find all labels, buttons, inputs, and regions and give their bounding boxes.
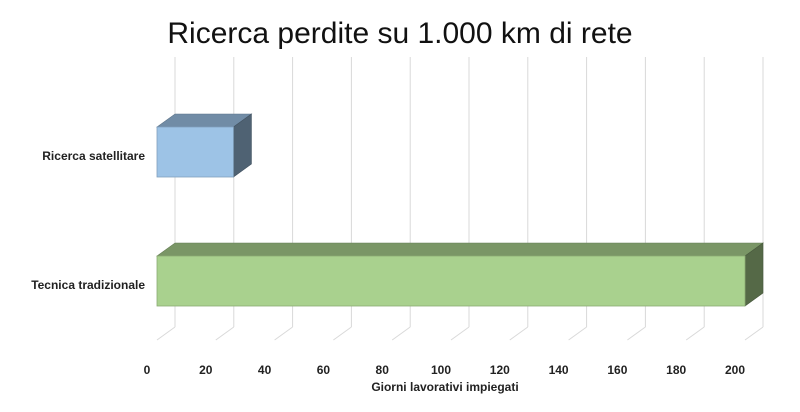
x-tick-160: 160 [607, 363, 627, 377]
gridline-floor-160 [627, 326, 646, 341]
category-labels: Ricerca satellitare Tecnica tradizionale [31, 149, 145, 292]
bar-top-1 [156, 242, 764, 257]
x-tick-200: 200 [725, 363, 745, 377]
bar-front-0 [156, 126, 234, 178]
gridline-floor-180 [685, 326, 705, 341]
x-tick-labels: 0 20 40 60 80 100 120 140 160 180 200 [144, 363, 746, 377]
x-tick-180: 180 [666, 363, 686, 377]
x-axis-label: Giorni lavorativi impiegati [371, 380, 518, 394]
x-tick-0: 0 [144, 363, 151, 377]
gridline-floor-0 [156, 326, 176, 341]
gridline-floor-140 [568, 326, 587, 341]
category-label-0: Ricerca satellitare [42, 149, 145, 163]
x-tick-100: 100 [431, 363, 451, 377]
gridline-floor-80 [391, 326, 411, 341]
bar-1 [156, 242, 764, 307]
x-tick-60: 60 [317, 363, 331, 377]
x-tick-120: 120 [490, 363, 510, 377]
x-tick-40: 40 [258, 363, 272, 377]
bar-front-1 [156, 255, 746, 307]
chart-title: Ricerca perdite su 1.000 km di rete [167, 17, 632, 50]
gridline-floor-60 [333, 326, 352, 341]
x-tick-80: 80 [376, 363, 390, 377]
bar-0 [156, 113, 253, 178]
gridline-floor-120 [509, 326, 529, 341]
x-tick-140: 140 [549, 363, 569, 377]
gridline-floor-20 [215, 326, 235, 341]
bars [156, 113, 764, 307]
gridline-floor-40 [274, 326, 293, 341]
x-tick-20: 20 [199, 363, 213, 377]
gridline-floor-200 [744, 326, 764, 341]
category-label-1: Tecnica tradizionale [31, 278, 145, 292]
gridline-floor-100 [450, 326, 470, 341]
